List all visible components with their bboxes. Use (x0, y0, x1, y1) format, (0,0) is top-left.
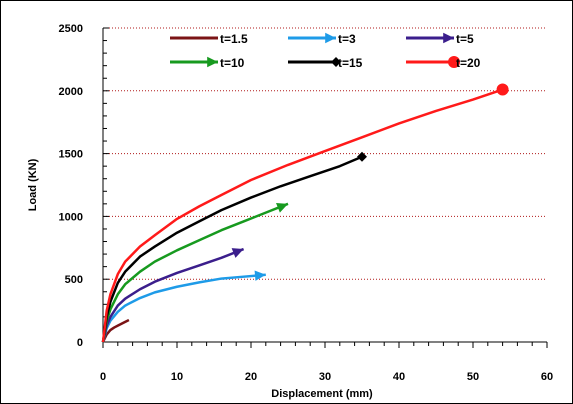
legend-item-t-15: t=15 (288, 56, 363, 70)
series-t-20-circle-marker (497, 84, 509, 96)
x-tick-label-0: 0 (100, 371, 106, 383)
series-t-20 (103, 84, 509, 342)
legend-item-t-10: t=10 (170, 56, 245, 70)
y-tick-label-1000: 1000 (59, 211, 83, 223)
x-tick-label-60: 60 (541, 371, 553, 383)
x-tick-label-10: 10 (171, 371, 183, 383)
legend-item-t-1-5: t=1.5 (170, 32, 248, 46)
series-t-3-line (103, 275, 266, 342)
x-tick-label-50: 50 (467, 371, 479, 383)
legend-item-t-10-label: t=10 (220, 56, 245, 70)
y-axis-label: Load (KN) (27, 158, 39, 211)
series-t-15 (103, 152, 367, 342)
legend-item-t-3-arrow-marker (325, 33, 336, 43)
axes: 0 500 1000 1500 2000 2500 0 10 20 30 40 50 60 (59, 23, 554, 383)
y-tick-label-1500: 1500 (59, 149, 83, 161)
legend-item-t-15-label: t=15 (338, 56, 363, 70)
series-group (103, 84, 509, 342)
y-tick-label-2500: 2500 (59, 23, 83, 35)
x-axis-label: Displacement (mm) (271, 388, 373, 400)
legend-item-t-3: t=3 (288, 32, 356, 46)
legend-item-t-5-arrow-marker (443, 33, 454, 43)
legend-item-t-20: t=20 (406, 56, 481, 70)
gridlines (103, 28, 547, 279)
x-tick-label-20: 20 (245, 371, 257, 383)
x-tick-label-30: 30 (319, 371, 331, 383)
y-tick-label-0: 0 (77, 337, 83, 349)
y-tick-label-2000: 2000 (59, 86, 83, 98)
legend-item-t-10-arrow-marker (207, 57, 218, 67)
legend-item-t-5: t=5 (406, 32, 474, 46)
series-t-20-line (103, 90, 503, 342)
legend-item-t-3-label: t=3 (338, 32, 356, 46)
legend-item-t-5-label: t=5 (456, 32, 474, 46)
legend: t=1.5 t=3 t=5 t=10 t=15 t=20 (170, 32, 481, 70)
x-tick-label-40: 40 (393, 371, 405, 383)
y-tick-label-500: 500 (65, 274, 83, 286)
legend-item-t-1-5-label: t=1.5 (220, 32, 248, 46)
legend-item-t-20-label: t=20 (456, 56, 481, 70)
series-t-3-arrow-marker (255, 271, 266, 281)
